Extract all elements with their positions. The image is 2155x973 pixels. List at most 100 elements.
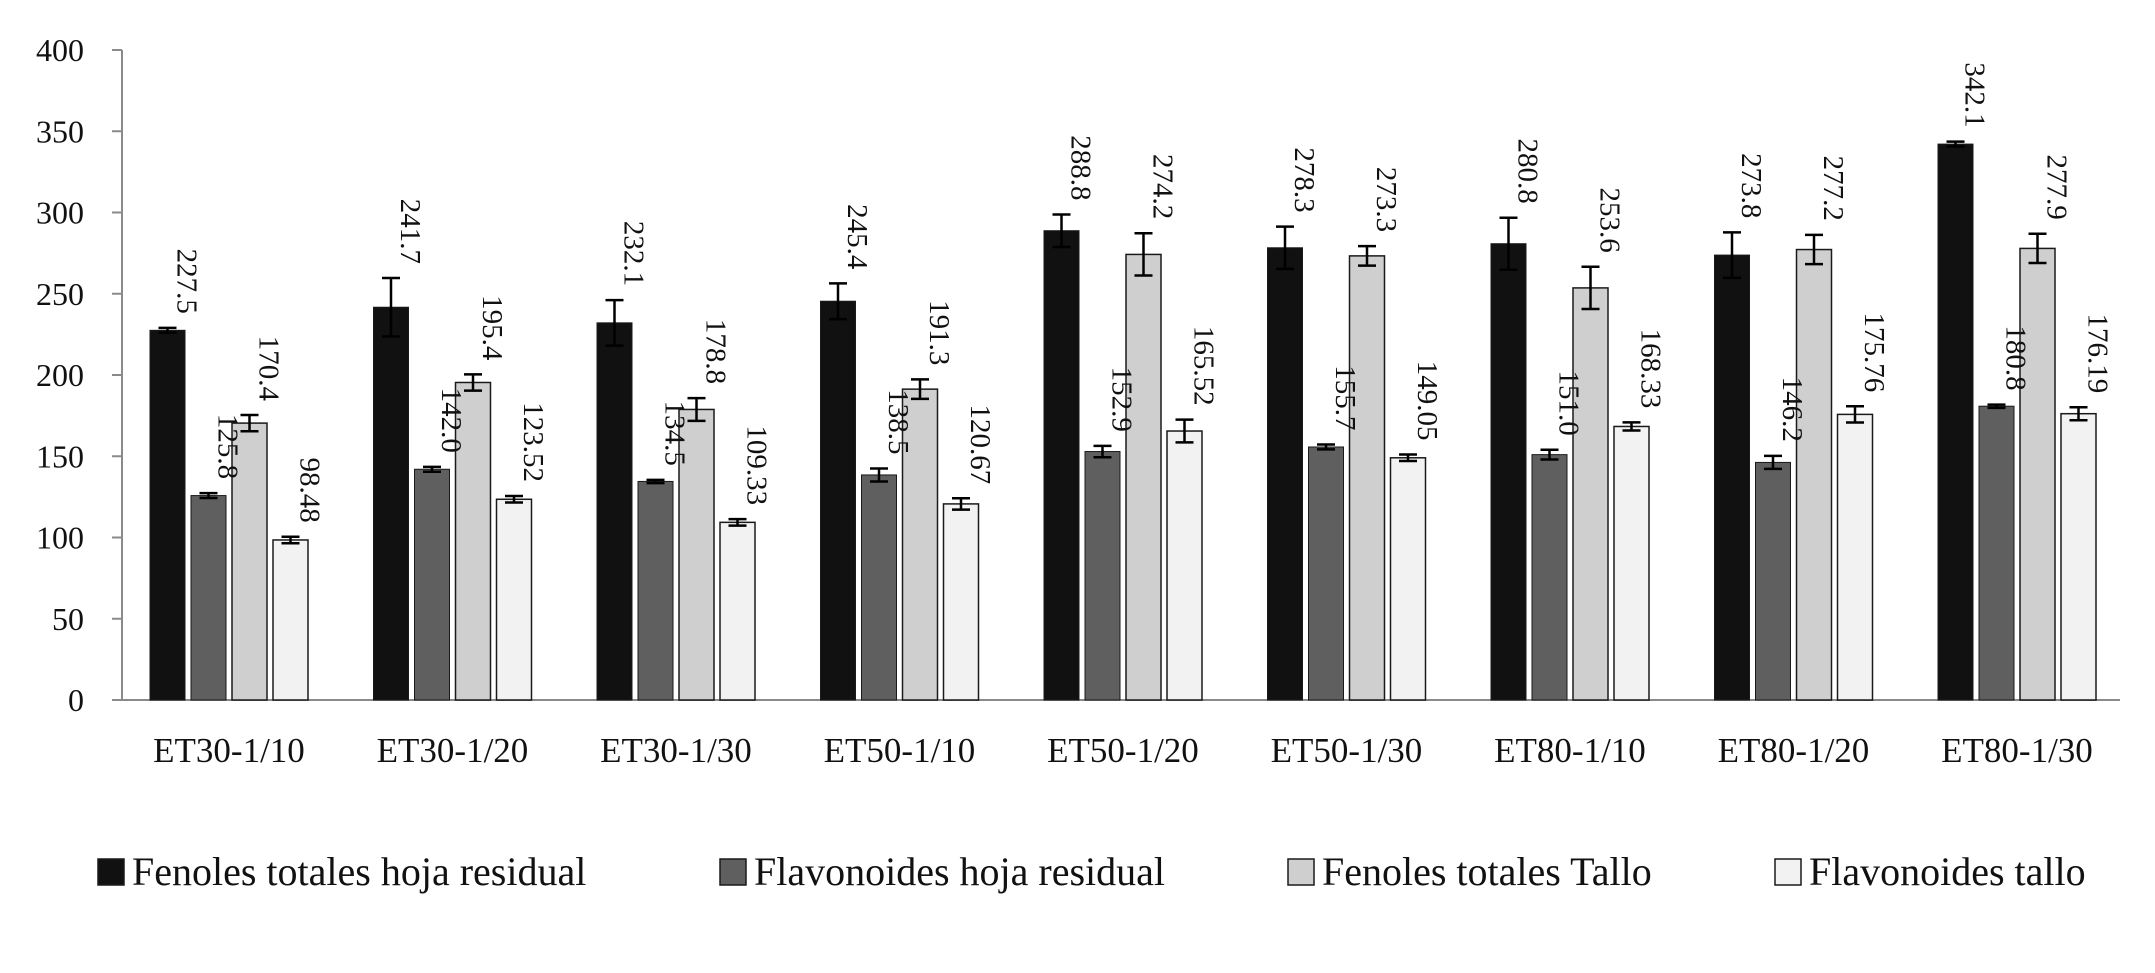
data-label: 149.05 [1411,361,1443,441]
x-tick-label: ET80-1/10 [1494,731,1646,770]
bar [1836,413,1874,701]
bar [861,474,897,701]
data-label: 277.9 [2041,155,2073,220]
bar [1714,254,1750,701]
data-label: 175.76 [1858,313,1890,393]
data-label: 165.52 [1188,326,1220,406]
x-tick-label: ET30-1/10 [153,731,305,770]
data-label: 191.3 [923,300,955,365]
legend-label: Flavonoides tallo [1809,849,2086,894]
bar [678,408,715,701]
data-label: 180.8 [2000,325,2032,390]
bar [1043,230,1080,701]
data-label: 227.5 [171,249,203,314]
x-tick-label: ET50-1/10 [824,731,976,770]
data-label: 245.4 [841,204,873,270]
bar [820,300,856,701]
y-tick-label: 400 [36,32,84,68]
legend: Fenoles totales hoja residual Flavonoides… [97,849,2086,894]
bar [1125,253,1162,701]
data-label: 232.1 [618,221,650,286]
data-label: 151.0 [1553,371,1585,436]
data-label: 277.2 [1817,156,1849,221]
bar [414,468,450,701]
bar [1795,248,1833,701]
data-label: 98.48 [294,457,326,522]
bar [1755,461,1791,701]
data-label: 146.2 [1776,377,1808,442]
x-tick-label: ET50-1/20 [1047,731,1199,770]
bar [1348,255,1386,701]
y-axis: 0 50 100 150 200 250 300 350 400 [36,32,123,718]
data-label: 253.6 [1594,188,1626,253]
y-tick-label: 250 [36,276,84,312]
x-tick-label: ET30-1/30 [600,731,752,770]
bar [373,306,409,701]
legend-label: Fenoles totales hoja residual [132,849,586,894]
bar [1572,287,1609,701]
data-label: 152.9 [1106,367,1138,432]
y-tick-label: 100 [36,520,84,556]
x-tick-label: ET30-1/20 [377,731,529,770]
y-tick-label: 350 [36,113,84,149]
x-tick-label: ET50-1/30 [1271,731,1423,770]
error-bars-layer [158,140,2088,545]
legend-swatch [719,858,747,886]
data-label: 134.5 [659,401,691,466]
bar [1389,457,1427,701]
bar [2019,247,2056,701]
legend-swatch [1287,858,1315,886]
data-label: 155.7 [1329,365,1361,430]
data-label: 274.2 [1147,154,1179,219]
data-label: 109.33 [741,425,773,505]
data-label: 280.8 [1512,138,1544,203]
bar [272,539,309,701]
data-labels-layer: 227.5 125.8 170.4 98.48 241.7 142.0 195.4 123.5… [171,62,2114,522]
data-label: 120.67 [964,404,996,484]
bar [901,388,939,701]
data-label: 342.1 [1959,62,1991,127]
bar [1166,430,1203,701]
x-tick-label: ET80-1/30 [1941,731,2093,770]
bars-layer [149,143,2097,701]
bar [1613,425,1650,701]
data-label: 170.4 [253,336,285,402]
data-label: 176.19 [2082,313,2114,393]
bar [2060,412,2097,701]
bar [149,329,186,701]
data-label: 278.3 [1288,147,1320,212]
data-label: 241.7 [394,199,426,264]
bar [942,503,980,701]
data-label: 195.4 [476,295,508,361]
data-label: 273.3 [1370,167,1402,232]
bar [190,495,227,701]
bar [1084,451,1121,701]
bar [1490,243,1527,701]
bar [719,521,756,701]
bar [1308,446,1344,701]
legend-swatch [97,858,125,886]
y-tick-label: 200 [36,357,84,393]
data-label: 138.5 [882,389,914,454]
data-label: 142.0 [435,388,467,453]
y-tick-label: 300 [36,195,84,231]
bar [1937,143,1974,701]
data-label: 125.8 [212,414,244,479]
data-label: 273.8 [1735,153,1767,218]
data-label: 288.8 [1065,135,1097,200]
y-tick-label: 50 [52,601,84,637]
x-axis: ET30-1/10 ET30-1/20 ET30-1/30 ET50-1/10 ET50… [122,699,2120,770]
bar [637,480,674,701]
bar [495,498,533,701]
x-tick-label: ET80-1/20 [1718,731,1870,770]
bar [1978,405,2015,701]
y-tick-label: 0 [68,682,84,718]
data-label: 123.52 [517,402,549,482]
bar [1531,454,1568,701]
data-label: 168.33 [1635,329,1667,409]
legend-swatch [1774,858,1802,886]
bar [231,422,268,701]
legend-label: Flavonoides hoja residual [754,849,1165,894]
y-tick-label: 150 [36,438,84,474]
